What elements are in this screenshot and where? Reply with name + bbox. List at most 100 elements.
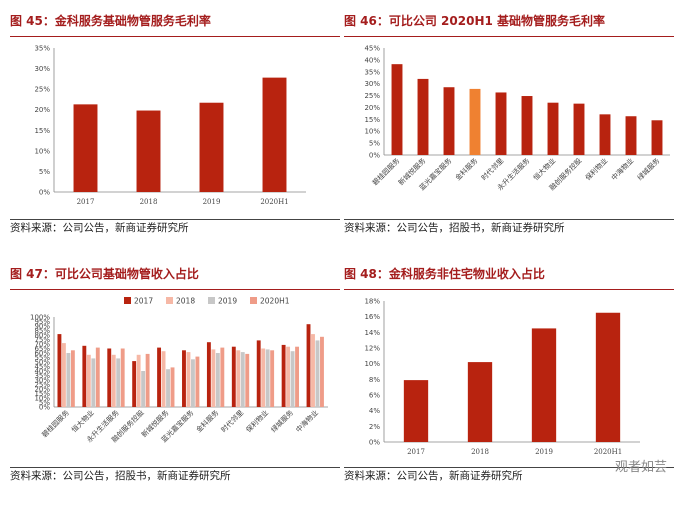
y-tick-label: 30% — [364, 80, 380, 88]
bar — [116, 358, 121, 407]
title-rule — [344, 36, 674, 37]
x-tick-label: 保利物业 — [583, 156, 609, 182]
source-rule — [10, 219, 340, 220]
y-tick-label: 10% — [364, 128, 380, 136]
legend-swatch — [208, 297, 215, 304]
bar — [211, 349, 216, 407]
bar — [120, 348, 125, 407]
bar — [391, 64, 403, 155]
bar — [57, 334, 62, 407]
y-tick-label: 100% — [30, 314, 50, 322]
y-tick-label: 80% — [34, 332, 50, 340]
watermark: 观者如芸 — [614, 460, 667, 475]
panel-fig48: 图 48：金科服务非住宅物业收入占比 0% 2% 4% 6% 8% 10% 12% 14% 16… — [344, 267, 674, 507]
y-tick-label: 10% — [34, 395, 50, 403]
x-tick-label: 保利物业 — [244, 408, 270, 434]
x-tick-label: 2020H1 — [260, 198, 288, 206]
x-tick-label: 2017 — [407, 448, 425, 456]
x-tick-label: 金科服务 — [194, 408, 220, 434]
bar — [166, 369, 170, 407]
chart-fig46: 0%5%10%15%20%25%30%35%40%45%碧桂园服务新城悦服务蓝光… — [364, 45, 670, 192]
bar — [417, 78, 429, 155]
y-tick-label: 25% — [34, 381, 50, 389]
x-tick-label: 2020H1 — [594, 448, 622, 456]
bar — [141, 371, 146, 407]
y-tick-label: 5% — [39, 168, 50, 176]
y-tick-label: 35% — [364, 68, 380, 76]
source-note: 资料来源：公司公告，新商证券研究所 — [344, 470, 523, 482]
x-tick-label: 2019 — [203, 198, 221, 206]
bar — [281, 344, 286, 407]
bar — [136, 354, 141, 407]
x-tick-label: 金科服务 — [453, 156, 479, 182]
bar — [625, 116, 637, 155]
bar — [443, 87, 455, 155]
bar — [70, 350, 75, 407]
y-tick-label: 70% — [34, 341, 50, 349]
chart-title: 图 45：金科服务基础物管服务毛利率 — [10, 14, 211, 28]
y-tick-label: 2% — [369, 423, 380, 431]
x-tick-label: 恒大物业 — [70, 408, 96, 434]
y-tick-label: 25% — [34, 86, 50, 94]
source-rule — [344, 467, 674, 468]
title-rule — [10, 289, 340, 290]
y-tick-label: 16% — [364, 313, 380, 321]
legend-label: 2020H1 — [260, 297, 290, 306]
bar — [170, 367, 175, 407]
bar — [199, 102, 224, 192]
y-tick-label: 14% — [364, 329, 380, 337]
bar — [132, 361, 137, 407]
bar — [595, 312, 621, 442]
y-tick-label: 35% — [34, 372, 50, 380]
y-tick-label: 5% — [369, 140, 380, 148]
legend-label: 2018 — [176, 297, 195, 306]
y-tick-label: 50% — [34, 359, 50, 367]
bar — [295, 346, 300, 407]
y-tick-label: 20% — [364, 104, 380, 112]
chart-title: 图 48：金科服务非住宅物业收入占比 — [344, 267, 545, 281]
y-tick-label: 5% — [39, 399, 50, 407]
bar — [547, 102, 559, 155]
bar — [182, 350, 186, 407]
y-tick-label: 18% — [364, 298, 380, 306]
panel-fig45: 图 45：金科服务基础物管服务毛利率 0% 5% 10% 15% 20% 25% 30% 35… — [10, 14, 340, 254]
bar — [315, 340, 320, 407]
bar — [262, 77, 287, 192]
source-rule — [10, 467, 340, 468]
bar — [136, 110, 161, 192]
legend-swatch — [124, 297, 131, 304]
bar — [73, 104, 98, 192]
bar — [215, 353, 220, 407]
bar — [403, 380, 429, 442]
bar — [111, 354, 116, 407]
y-tick-label: 65% — [34, 345, 50, 353]
bar — [220, 347, 225, 407]
x-tick-label: 时代邻里 — [219, 408, 245, 434]
x-tick-label: 碧桂园服务 — [40, 408, 71, 439]
panel-fig47: 图 47：可比公司基础物管收入占比 0% 5% 10% 15% 20% 25% 30% 35%… — [10, 267, 340, 507]
bar — [531, 328, 557, 442]
source-note: 资料来源：公司公告，招股书，新商证券研究所 — [344, 222, 565, 234]
panel-fig46: 图 46：可比公司 2020H1 基础物管服务毛利率 0% 5% 10% 15% 20%… — [344, 14, 674, 254]
bar — [186, 352, 191, 407]
x-tick-label: 2018 — [471, 448, 489, 456]
chart-fig48: 0% 2% 4% 6% 8% 10% 12% 14% 16% 18% 2017 2018 2019 202… — [364, 298, 640, 456]
x-tick-label: 2017 — [77, 198, 95, 206]
bar — [161, 351, 166, 407]
y-tick-label: 45% — [364, 45, 380, 53]
y-tick-label: 4% — [369, 407, 380, 415]
y-tick-label: 25% — [364, 92, 380, 100]
x-tick-label: 绿城服务 — [635, 156, 661, 182]
bar — [107, 348, 112, 407]
y-tick-label: 0% — [39, 404, 50, 412]
y-tick-label: 0% — [369, 152, 380, 160]
y-tick-label: 10% — [364, 360, 380, 368]
bar — [467, 362, 493, 442]
bar — [236, 350, 241, 407]
y-tick-label: 40% — [364, 56, 380, 64]
bar — [290, 351, 295, 407]
bar — [157, 347, 162, 407]
source-note: 资料来源：公司公告，招股书，新商证券研究所 — [10, 470, 231, 482]
y-tick-label: 30% — [34, 65, 50, 73]
y-tick-label: 60% — [34, 350, 50, 358]
